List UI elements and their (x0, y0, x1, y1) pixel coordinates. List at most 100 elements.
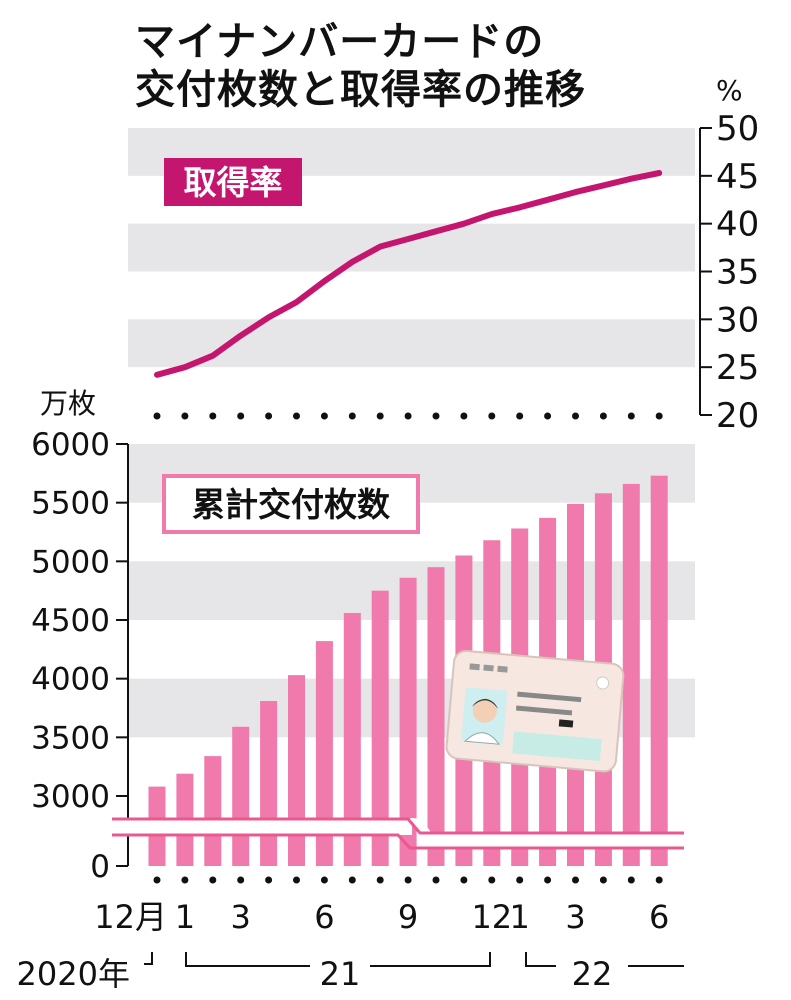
x-year-label: 2020年 (17, 955, 130, 993)
bar-tick-label: 3500 (31, 720, 110, 756)
x-dot (376, 876, 384, 884)
bar-unit-label: 万枚 (40, 387, 96, 420)
x-month-label: 9 (398, 898, 418, 936)
separator-dot (265, 412, 273, 420)
rate-series-label: 取得率 (184, 163, 283, 202)
rate-series-points (156, 172, 660, 375)
x-dot (265, 876, 273, 884)
separator-dot (488, 412, 496, 420)
bar-tick-label: 5500 (31, 486, 110, 522)
separator-dot (181, 412, 189, 420)
x-dot (404, 876, 412, 884)
bar-tick-label: 3000 (31, 779, 110, 815)
x-month-label: 1 (510, 898, 530, 936)
x-dot (460, 876, 468, 884)
x-dot (209, 876, 217, 884)
rate-tick-label: 50 (716, 109, 759, 149)
separator-dot (348, 412, 356, 420)
year-bracket (525, 952, 556, 967)
rate-unit-label: % (716, 74, 743, 107)
rate-tick-label: 40 (716, 205, 759, 245)
bar-tick-label: 5000 (31, 544, 110, 580)
bar-tick-label: 6000 (31, 427, 110, 463)
x-dot (544, 876, 552, 884)
separator-dot (516, 412, 524, 420)
bar (260, 700, 278, 866)
year-bracket (185, 952, 310, 967)
x-month-label: 6 (314, 898, 334, 936)
x-dot (627, 876, 635, 884)
break-gap-left (112, 819, 412, 835)
title-line-2: 交付枚数と取得率の推移 (135, 67, 586, 113)
separator-dot (404, 412, 412, 420)
separator-dot (460, 412, 468, 420)
x-month-label: 12 (471, 898, 512, 936)
separator-dot (655, 412, 663, 420)
x-dot (572, 876, 579, 884)
separator-dot (432, 412, 440, 420)
break-gap-right (418, 832, 684, 847)
bar (343, 612, 361, 866)
bar (371, 590, 389, 866)
bar (315, 641, 333, 866)
x-year-label: 22 (572, 955, 613, 993)
rate-band (128, 319, 695, 368)
x-month-label: 1 (175, 898, 195, 936)
x-dot (181, 876, 189, 884)
separator-dot (320, 412, 328, 420)
year-bracket (144, 952, 153, 965)
x-dot (348, 876, 356, 884)
bar (399, 577, 417, 866)
x-month-label: 3 (231, 898, 251, 936)
bar (427, 567, 445, 866)
chart-title: マイナンバーカードの 交付枚数と取得率の推移 (135, 18, 586, 114)
year-bracket (370, 952, 491, 967)
x-dot (516, 876, 524, 884)
bar (650, 475, 668, 866)
x-dot (237, 876, 245, 884)
x-year-label: 21 (320, 955, 361, 993)
separator-dot (376, 412, 384, 420)
separator-dot (572, 412, 579, 420)
bar-label-box (162, 474, 420, 534)
axis-break (112, 817, 684, 850)
rate-tick-label: 45 (716, 157, 759, 197)
bar (204, 756, 222, 866)
title-line-1: マイナンバーカードの (135, 19, 545, 65)
x-month-label: 6 (649, 898, 669, 936)
rate-background-bands (128, 128, 695, 368)
x-dot (599, 876, 607, 884)
separator-dot (237, 412, 245, 420)
separator-dot (153, 412, 161, 420)
bar-tick-label: 0 (90, 849, 110, 885)
x-dot (293, 876, 300, 884)
x-dot (432, 876, 440, 884)
break-line-top (112, 817, 684, 835)
x-month-label: 12月 (94, 898, 167, 936)
bar (622, 483, 640, 866)
separator-dot (627, 412, 635, 420)
rate-band (128, 223, 695, 272)
x-dot (655, 876, 663, 884)
rate-label-box (164, 158, 302, 206)
bar-tick-label: 4000 (31, 662, 110, 698)
bar-series-label: 累計交付枚数 (192, 485, 391, 524)
x-dot (153, 876, 161, 884)
separator-dot (544, 412, 552, 420)
x-month-label: 3 (565, 898, 585, 936)
bar (288, 675, 305, 866)
separator-dot (209, 412, 217, 420)
rate-tick-label: 30 (716, 300, 759, 340)
bar-tick-label: 4500 (31, 603, 110, 639)
rate-tick-label: 25 (716, 348, 759, 388)
rate-tick-label: 20 (716, 396, 759, 436)
x-dot (488, 876, 496, 884)
separator-dot (293, 412, 300, 420)
my-number-card-illustration (445, 650, 625, 773)
x-dot (320, 876, 328, 884)
rate-tick-label: 35 (716, 253, 759, 293)
bar (232, 726, 250, 866)
separator-dot (599, 412, 607, 420)
break-line-bottom (112, 833, 684, 850)
